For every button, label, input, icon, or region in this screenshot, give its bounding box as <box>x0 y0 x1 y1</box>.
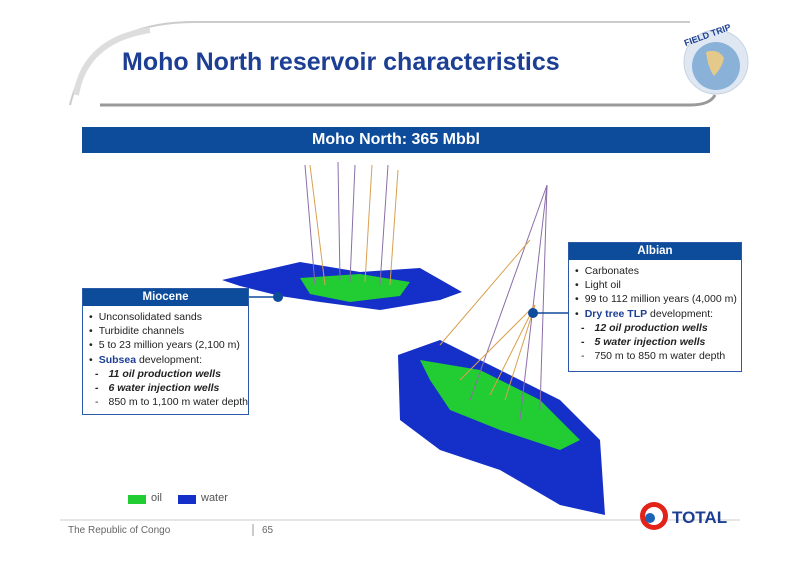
text: development: <box>647 307 714 320</box>
emphasis: Subsea <box>98 353 137 366</box>
item: Carbonates <box>575 264 741 278</box>
item: Light oil <box>575 278 741 292</box>
text: development: <box>136 353 203 366</box>
sub-item: 6 water injection wells <box>89 381 248 395</box>
box-title: Albian <box>569 243 741 260</box>
item: 99 to 112 million years (4,000 m) <box>575 292 741 306</box>
legend-label: oil <box>151 492 163 504</box>
slide-title: Moho North reservoir characteristics <box>122 48 560 76</box>
page-number: 65 <box>262 525 274 536</box>
sub-item: 5 water injection wells <box>575 335 741 349</box>
item: 5 to 23 million years (2,100 m) <box>89 338 248 352</box>
sub-item: 850 m to 1,100 m water depth <box>89 395 249 409</box>
legend-swatch <box>178 495 196 504</box>
miocene-box: Miocene Unconsolidated sands Turbidite c… <box>82 288 249 415</box>
item: Turbidite channels <box>89 324 248 338</box>
legend-swatch <box>128 495 146 504</box>
legend-label: water <box>201 492 228 504</box>
sub-item: 12 oil production wells <box>575 321 741 335</box>
item: Subsea development: <box>89 353 248 367</box>
sub-item: 750 m to 850 m water depth <box>575 349 741 363</box>
item: Dry tree TLP development: <box>575 307 741 321</box>
emphasis: Dry tree TLP <box>584 307 648 320</box>
list: Unconsolidated sands Turbidite channels … <box>83 310 248 409</box>
list: Carbonates Light oil 99 to 112 million y… <box>569 264 741 363</box>
sub-item: 11 oil production wells <box>89 367 248 381</box>
logo-text: TOTAL <box>672 508 728 527</box>
footer-text: The Republic of Congo <box>68 525 171 536</box>
albian-box: Albian Carbonates Light oil 99 to 112 mi… <box>568 242 742 372</box>
item: Unconsolidated sands <box>89 310 248 324</box>
box-title: Miocene <box>83 289 248 306</box>
banner: Moho North: 365 Mbbl <box>82 127 710 153</box>
